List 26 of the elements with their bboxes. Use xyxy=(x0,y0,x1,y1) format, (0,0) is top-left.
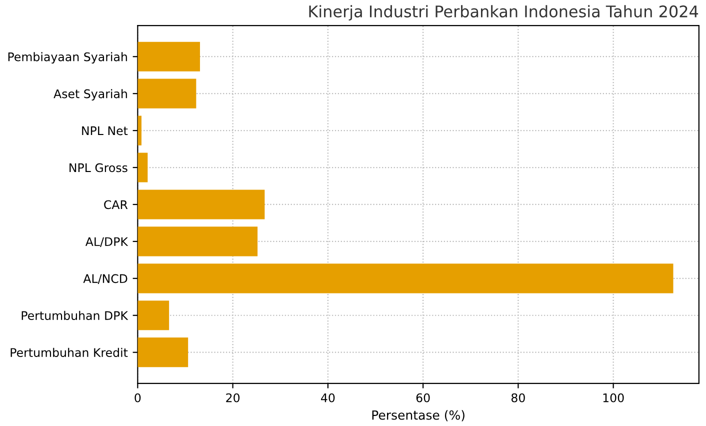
bar xyxy=(138,264,674,294)
bar xyxy=(138,78,196,108)
x-tick-label: 40 xyxy=(320,393,335,402)
x-tick-label: 100 xyxy=(603,393,624,402)
bar xyxy=(138,338,188,368)
bar xyxy=(138,190,265,220)
x-tick-label: 80 xyxy=(511,393,525,402)
y-tick-label: AL/DPK xyxy=(85,237,128,248)
y-tick-label: NPL Net xyxy=(82,126,128,136)
y-tick-label: NPL Gross xyxy=(70,163,128,172)
y-tick-label: AL/NCD xyxy=(83,274,128,284)
bar xyxy=(138,152,148,182)
x-tick-label: 0 xyxy=(134,393,141,402)
bar xyxy=(138,300,170,330)
bar xyxy=(138,116,142,146)
x-tick-label: 20 xyxy=(226,393,240,402)
x-axis-title: Persentase (%) xyxy=(372,410,464,422)
x-tick-label: 60 xyxy=(416,393,430,402)
bar xyxy=(138,226,258,256)
bar xyxy=(138,42,200,72)
y-tick-label: CAR xyxy=(104,200,128,210)
y-tick-label: Aset Syariah xyxy=(54,89,127,101)
chart-title: Kinerja Industri Perbankan Indonesia Tahun 2024 xyxy=(309,5,698,21)
y-tick-label: Pertumbuhan Kredit xyxy=(10,348,128,357)
y-tick-label: Pembiayaan Syariah xyxy=(8,52,127,64)
y-tick-label: Pertumbuhan DPK xyxy=(22,310,128,320)
